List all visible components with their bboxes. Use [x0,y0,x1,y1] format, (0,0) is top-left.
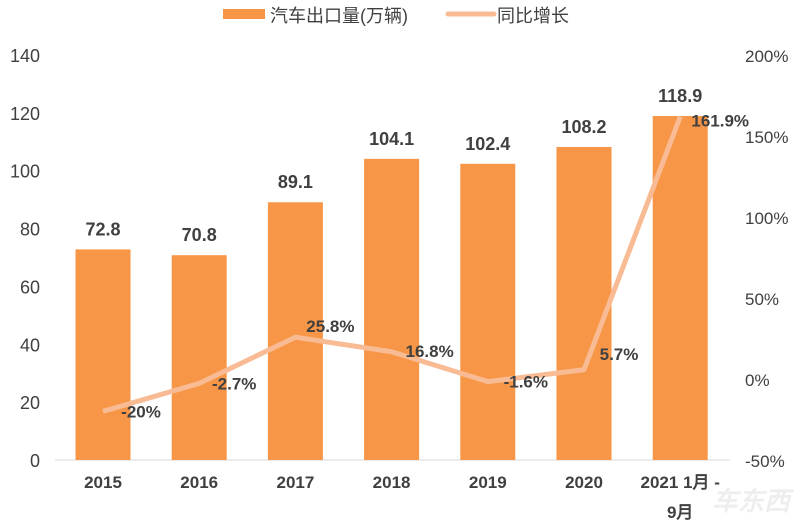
bar [171,255,227,460]
right-axis-tick: 50% [745,290,779,309]
bar-data-label: 104.1 [369,129,414,149]
x-axis-tick: 2021 1月 - [641,473,720,492]
bar-data-label: 89.1 [278,172,313,192]
line-data-label: 5.7% [600,345,639,364]
left-axis-tick: 40 [20,335,40,355]
right-axis-tick: 200% [745,47,788,66]
bar-data-label: 108.2 [561,117,606,137]
left-axis-tick: 0 [30,451,40,471]
right-axis-tick: 100% [745,209,788,228]
bar-data-label: 72.8 [85,219,120,239]
bar-data-label: 70.8 [182,225,217,245]
line-data-label: 25.8% [306,317,354,336]
line-data-label: 16.8% [405,342,453,361]
x-axis-tick: 9月 [667,503,693,522]
line-data-label: -1.6% [504,373,548,392]
bar [556,146,612,460]
right-axis-tick: 0% [745,371,770,390]
left-axis-tick: 60 [20,277,40,297]
bar [267,202,323,460]
line-data-label: 161.9% [691,112,749,131]
bar [75,249,131,460]
left-axis-tick: 120 [10,104,40,124]
legend-label-bar: 汽车出口量(万辆) [270,6,408,26]
x-axis-tick: 2017 [276,473,314,492]
bar [652,116,708,461]
x-axis-tick: 2016 [180,473,218,492]
x-axis-tick: 2018 [373,473,411,492]
left-axis-tick: 140 [10,46,40,66]
x-axis-tick: 2015 [84,473,122,492]
bar [460,163,516,460]
watermark: 车东西 [712,486,795,516]
x-axis-tick: 2020 [565,473,603,492]
left-axis-tick: 100 [10,162,40,182]
bar [364,158,420,460]
line-data-label: -20% [121,402,161,421]
left-axis-tick: 80 [20,220,40,240]
legend-swatch-bar [223,9,265,19]
bar-data-label: 102.4 [465,134,510,154]
x-axis-tick: 2019 [469,473,507,492]
right-axis-tick: 150% [745,128,788,147]
line-data-label: -2.7% [212,374,256,393]
right-axis-tick: -50% [745,452,785,471]
legend-label-line: 同比增长 [497,6,569,26]
bar-data-label: 118.9 [658,86,702,106]
left-axis-tick: 20 [20,393,40,413]
